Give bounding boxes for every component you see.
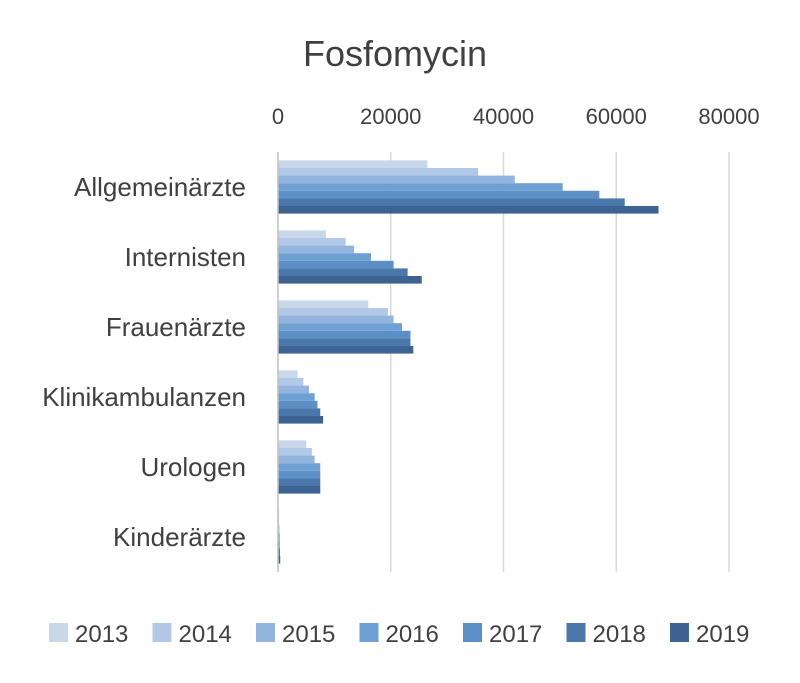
legend-item: 2016 — [359, 621, 439, 648]
bar-2017 — [278, 540, 280, 549]
legend-swatch — [49, 623, 68, 642]
category-label: Urologen — [140, 452, 246, 482]
bar-2015 — [278, 315, 394, 324]
bar-2019 — [278, 206, 659, 214]
bar-2018 — [278, 198, 625, 206]
bar-2016 — [278, 253, 372, 261]
bar-2017 — [278, 470, 321, 479]
legend-label: 2017 — [489, 621, 542, 648]
legend-label: 2019 — [696, 621, 749, 648]
bar-2016 — [278, 183, 563, 191]
legend-item: 2014 — [152, 621, 232, 648]
bar-2015 — [278, 385, 310, 394]
bar-2019 — [278, 276, 422, 284]
category-label: Kinderärzte — [113, 522, 246, 552]
x-tick-label: 60000 — [586, 104, 647, 129]
bar-2017 — [278, 400, 318, 409]
bar-2014 — [278, 238, 346, 246]
bar-2019 — [278, 486, 321, 494]
bar-2015 — [278, 245, 355, 254]
category-labels: Allgemeinärzte Internisten Frauenärzte Klin… — [42, 172, 246, 552]
bar-2014 — [278, 448, 312, 456]
x-tick-label: 40000 — [473, 104, 534, 129]
legend-item: 2019 — [670, 621, 749, 648]
bar-2016 — [278, 393, 315, 401]
legend-swatch — [566, 623, 586, 642]
legend-swatch — [152, 623, 172, 642]
legend-label: 2014 — [179, 621, 232, 648]
bar-2018 — [278, 268, 408, 276]
bar-2016 — [278, 323, 403, 331]
x-axis-ticks: 0 20000 40000 60000 80000 — [272, 104, 760, 129]
bar-2019 — [278, 556, 281, 564]
legend-item: 2018 — [566, 621, 646, 648]
bar-2016 — [278, 533, 280, 541]
legend-swatch — [359, 623, 379, 642]
x-tick-label: 20000 — [360, 104, 421, 129]
legend-item: 2013 — [49, 621, 128, 648]
category-label: Allgemeinärzte — [74, 172, 246, 202]
bar-2017 — [278, 260, 394, 269]
legend-swatch — [463, 623, 482, 642]
bars — [278, 160, 659, 564]
chart-title: Fosfomycin — [303, 33, 487, 74]
x-tick-label: 0 — [272, 104, 284, 129]
bar-2017 — [278, 190, 600, 199]
bar-2014 — [278, 168, 479, 176]
bar-2013 — [278, 300, 369, 308]
bar-2013 — [278, 160, 428, 168]
category-label: Frauenärzte — [106, 312, 246, 342]
bar-2014 — [278, 378, 304, 386]
legend-label: 2016 — [386, 621, 439, 648]
legend-label: 2018 — [593, 621, 646, 648]
legend-label: 2015 — [282, 621, 335, 648]
bar-2015 — [278, 175, 515, 184]
bar-2018 — [278, 478, 321, 486]
x-tick-label: 80000 — [698, 104, 759, 129]
bar-2019 — [278, 346, 414, 354]
bar-2019 — [278, 416, 324, 424]
legend-item: 2017 — [463, 621, 542, 648]
bar-2018 — [278, 408, 321, 416]
gridlines — [390, 152, 730, 572]
legend-swatch — [256, 623, 275, 642]
category-label: Internisten — [125, 242, 246, 272]
bar-2015 — [278, 455, 315, 464]
bar-2013 — [278, 370, 298, 378]
bar-2017 — [278, 330, 411, 339]
bar-2018 — [278, 338, 411, 346]
bar-2016 — [278, 463, 321, 471]
legend-item: 2015 — [256, 621, 335, 648]
bar-2018 — [278, 548, 280, 556]
category-label: Klinikambulanzen — [42, 382, 246, 412]
legend: 2013 2014 2015 2016 2017 2018 2019 — [49, 621, 749, 648]
bar-2013 — [278, 440, 307, 448]
bar-2014 — [278, 308, 388, 316]
legend-swatch — [670, 623, 689, 642]
bar-2013 — [278, 230, 326, 238]
legend-label: 2013 — [75, 621, 128, 648]
